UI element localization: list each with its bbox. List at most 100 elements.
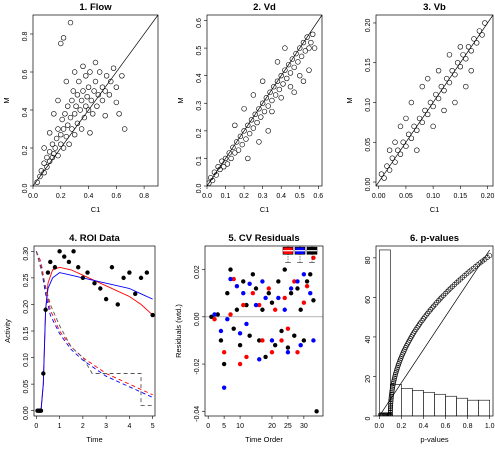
- qq-point: [387, 406, 393, 412]
- data-point: [414, 127, 420, 134]
- qq-point: [390, 381, 396, 387]
- residual-point: [225, 316, 230, 322]
- data-point: [239, 141, 245, 148]
- data-point: [468, 48, 474, 54]
- data-point: [213, 172, 219, 178]
- data-point: [119, 73, 125, 79]
- data-point: [85, 84, 92, 90]
- qq-point: [429, 305, 435, 311]
- data-point: [261, 108, 268, 115]
- data-point: [34, 179, 40, 185]
- y-tick-label: 0.8: [22, 32, 29, 42]
- data-point: [65, 103, 71, 109]
- qq-point: [428, 307, 434, 313]
- data-point: [230, 144, 236, 151]
- data-point: [274, 78, 281, 84]
- x-axis-label: C1: [430, 205, 440, 214]
- x-tick-label: 0.4: [276, 193, 286, 200]
- data-point: [211, 169, 218, 175]
- data-point: [269, 97, 275, 104]
- residual-point: [212, 312, 217, 317]
- y-tick-label: 0.10: [365, 98, 372, 112]
- data-point: [49, 154, 56, 161]
- x-tick-label: 1: [58, 423, 62, 430]
- data-point: [65, 122, 71, 128]
- series-line: [35, 251, 153, 406]
- x-tick-label: 5: [222, 423, 226, 430]
- residual-point: [269, 338, 275, 343]
- data-point: [95, 92, 101, 98]
- data-point: [232, 150, 238, 156]
- qq-point: [389, 388, 395, 394]
- qq-point: [387, 412, 393, 416]
- residual-point: [237, 331, 243, 336]
- data-point: [430, 103, 436, 110]
- identity-line: [207, 15, 322, 186]
- qq-point: [446, 287, 452, 293]
- panel-vb: 3. Vb C1 M 0.00 0.05 0.10 0.15 0.20 0.00 0.05 0.10…: [345, 2, 494, 214]
- residual-point: [241, 279, 246, 284]
- data-point: [76, 78, 82, 85]
- residual-point: [225, 291, 230, 296]
- data-point: [400, 139, 406, 145]
- data-point: [226, 150, 232, 156]
- data-point: [245, 155, 251, 162]
- data-point: [438, 83, 445, 90]
- residual-point: [298, 307, 303, 312]
- residual-point: [295, 350, 300, 355]
- residual-point: [282, 295, 287, 301]
- data-point: [45, 270, 51, 275]
- data-point: [430, 123, 436, 130]
- data-point: [446, 79, 453, 86]
- data-point: [285, 61, 292, 68]
- data-point: [302, 48, 309, 54]
- uniform-reference-line: [379, 249, 490, 416]
- y-tick-label: -0.02: [194, 358, 201, 374]
- data-point: [91, 88, 97, 94]
- data-point: [80, 88, 86, 94]
- x-axis-label: C1: [91, 205, 101, 214]
- data-point: [280, 81, 286, 87]
- histogram-bar: [467, 399, 479, 416]
- data-point: [55, 97, 61, 104]
- data-point: [452, 71, 458, 78]
- residual-point: [244, 321, 249, 327]
- x-tick-label: 20: [268, 423, 276, 430]
- data-point: [41, 160, 47, 166]
- data-point: [41, 145, 47, 151]
- data-point: [63, 133, 70, 140]
- residual-point: [257, 357, 262, 362]
- residual-point: [237, 342, 243, 348]
- residual-point: [269, 350, 275, 355]
- data-point: [113, 99, 120, 106]
- residual-point: [272, 342, 278, 348]
- data-point: [265, 128, 271, 134]
- data-point: [208, 175, 214, 181]
- residual-point: [260, 338, 265, 343]
- data-point: [267, 89, 273, 95]
- x-tick-label: 0.20: [481, 193, 495, 200]
- y-axis-label: Residuals (wtd.): [174, 304, 183, 358]
- data-point: [241, 128, 247, 134]
- data-point: [414, 147, 420, 153]
- residual-point: [279, 338, 284, 343]
- residual-point: [304, 279, 310, 284]
- data-point: [74, 92, 81, 98]
- data-point: [215, 163, 221, 170]
- histogram-bar: [478, 399, 490, 416]
- x-tick-label: 4: [127, 423, 131, 430]
- residual-point: [241, 291, 246, 296]
- data-point: [67, 114, 74, 121]
- x-tick-label: 0.2: [56, 193, 66, 200]
- qq-point: [391, 377, 397, 383]
- data-point: [256, 106, 262, 112]
- y-axis-label: Activity: [3, 319, 12, 343]
- qq-point: [390, 384, 396, 390]
- data-point: [482, 20, 488, 26]
- data-point: [395, 147, 401, 153]
- series-line: [36, 266, 154, 412]
- y-tick-label: 0.02: [194, 265, 201, 279]
- x-tick-label: 2: [81, 423, 85, 430]
- residual-point: [221, 350, 227, 355]
- data-point: [441, 107, 447, 114]
